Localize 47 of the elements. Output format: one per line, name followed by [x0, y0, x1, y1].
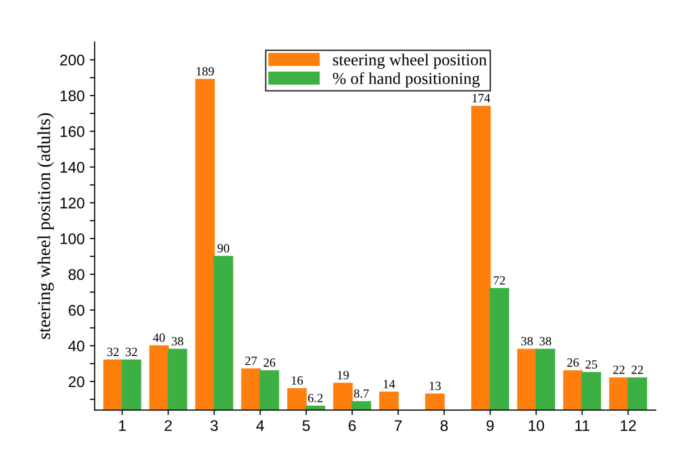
data-label: 22 — [613, 366, 624, 374]
legend-label: % of hand positioning — [332, 72, 480, 88]
data-label: 13 — [430, 382, 441, 390]
y-tick-label: 40 — [68, 340, 84, 352]
x-tick-label: 4 — [256, 420, 264, 431]
x-tick-label: 6 — [348, 420, 356, 432]
legend-label: steering wheel position — [333, 54, 487, 69]
data-label: 72 — [494, 276, 505, 285]
data-label: 22 — [632, 366, 643, 374]
y-tick-label: 200 — [60, 54, 84, 66]
y-tick-label: 80 — [68, 269, 84, 280]
y-tick-label: 180 — [60, 90, 84, 102]
data-label: 27 — [245, 356, 257, 365]
x-tick-label: 7 — [394, 420, 402, 431]
data-label: 16 — [292, 376, 303, 385]
y-tick-label: 20 — [68, 376, 84, 388]
data-label: 174 — [472, 94, 490, 102]
data-label: 26 — [264, 358, 276, 367]
data-label: 14 — [384, 380, 396, 388]
y-axis-title: steering wheel position (adults) — [37, 113, 54, 339]
data-label: 25 — [586, 360, 598, 369]
y-tick-label: 100 — [60, 233, 84, 244]
data-label: 6.2 — [308, 394, 323, 402]
y-tick-label: 60 — [68, 304, 84, 316]
data-label: 40 — [153, 333, 165, 342]
x-tick-label: 3 — [210, 420, 218, 432]
data-label: 189 — [196, 67, 214, 76]
x-tick-label: 5 — [302, 420, 310, 432]
y-tick-label: 160 — [60, 126, 84, 137]
data-label: 8.7 — [354, 389, 369, 398]
data-label: 90 — [218, 244, 230, 252]
data-label: 32 — [107, 348, 119, 356]
y-tick-label: 120 — [60, 198, 84, 208]
data-label: 32 — [126, 348, 137, 356]
x-tick-label: 8 — [440, 420, 448, 432]
data-label: 19 — [338, 370, 349, 380]
x-tick-label: 2 — [164, 420, 172, 431]
data-label: 26 — [567, 358, 579, 367]
data-label: 38 — [540, 336, 552, 346]
y-tick-label: 140 — [60, 162, 84, 173]
x-tick-label: 10 — [528, 420, 544, 432]
x-tick-label: 11 — [575, 420, 590, 431]
data-label: 38 — [172, 336, 184, 346]
data-label: 38 — [521, 336, 533, 346]
x-tick-label: 9 — [486, 420, 494, 432]
x-tick-label: 12 — [620, 420, 636, 431]
x-tick-label: 1 — [119, 420, 126, 431]
